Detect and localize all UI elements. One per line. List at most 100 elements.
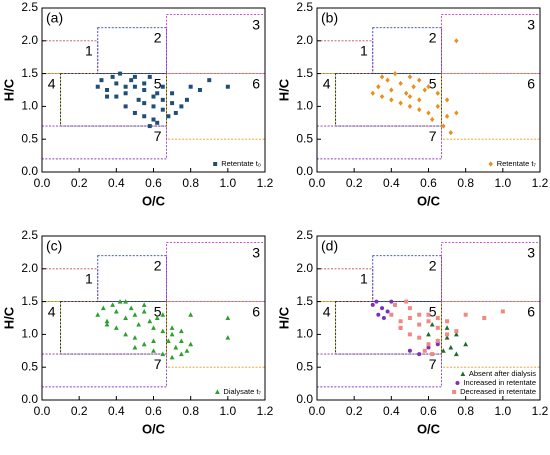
x-axis-label: O/C (142, 193, 166, 208)
point (389, 299, 394, 304)
point (426, 84, 431, 90)
point (188, 341, 194, 347)
point (117, 299, 123, 304)
x-tick-label: 1.2 (532, 176, 549, 190)
point (448, 344, 454, 350)
region-label: 7 (154, 128, 162, 144)
y-tick-label: 2.0 (296, 33, 313, 47)
y-tick-label: 1.0 (296, 327, 313, 341)
legend-label: Dialysate t₇ (223, 387, 261, 396)
region-label: 5 (429, 75, 437, 91)
point (160, 351, 166, 357)
panel-label: (c) (46, 238, 62, 254)
region-label: 2 (154, 29, 162, 45)
point (114, 81, 119, 86)
region-box (97, 255, 167, 303)
x-tick-label: 0.4 (108, 176, 125, 190)
panel: 1 2 3 4 5 6 7 0.0 0.2 0.4 0.6 0.8 1.0 1.2 0.0 0.5 1.0 1.5… (1, 228, 273, 436)
y-tick-label: 0.0 (296, 164, 313, 178)
legend-label: Retentate t₀ (221, 159, 261, 168)
panel-label: (a) (46, 10, 63, 26)
x-tick-label: 1.2 (257, 176, 274, 190)
point (132, 344, 138, 350)
x-axis-label: O/C (417, 421, 441, 436)
point (389, 87, 394, 93)
x-tick-label: 0.4 (108, 404, 125, 418)
point (417, 352, 422, 357)
point (426, 312, 431, 317)
x-tick-label: 0.8 (182, 404, 199, 418)
point (123, 331, 129, 337)
x-tick-label: 1.0 (219, 176, 236, 190)
point (147, 74, 152, 79)
region-label: 3 (252, 244, 260, 260)
legend-label: Decreased in retentate (460, 387, 536, 396)
point (376, 84, 381, 90)
region-box (316, 40, 374, 75)
point (132, 110, 137, 115)
region-label: 4 (323, 75, 331, 91)
point (422, 348, 427, 353)
point (440, 348, 446, 353)
point (105, 88, 110, 92)
point (104, 321, 110, 327)
x-axis-label: O/C (142, 421, 166, 436)
point (225, 84, 230, 89)
point (151, 348, 156, 353)
region-label: 7 (429, 128, 437, 144)
point (435, 316, 440, 320)
x-tick-label: 0.2 (71, 404, 88, 418)
point (398, 100, 403, 106)
x-tick-label: 1.0 (494, 404, 511, 418)
point (385, 77, 390, 83)
legend-marker (213, 162, 218, 166)
point (170, 91, 175, 96)
x-tick-label: 0.8 (182, 176, 199, 190)
point (132, 335, 138, 340)
point (155, 91, 160, 96)
point (444, 335, 450, 340)
point (454, 110, 459, 116)
point (99, 78, 104, 83)
point (370, 302, 375, 307)
point (128, 305, 134, 311)
x-tick-label: 1.2 (532, 404, 549, 418)
point (142, 101, 147, 106)
point (104, 318, 110, 324)
x-tick-label: 0.0 (34, 404, 51, 418)
point (392, 71, 398, 77)
region-label: 4 (48, 75, 56, 91)
legend-marker (488, 161, 493, 167)
region-label: 1 (360, 43, 368, 59)
y-tick-label: 1.5 (296, 66, 313, 80)
x-tick-label: 0.6 (420, 176, 437, 190)
point (379, 74, 385, 80)
region-label: 4 (48, 303, 56, 319)
region-label: 6 (252, 75, 260, 91)
region-box (316, 353, 442, 388)
y-tick-label: 2.5 (296, 0, 313, 14)
region-label: 6 (527, 303, 535, 319)
legend-marker (460, 371, 466, 376)
point (169, 325, 175, 330)
region-label: 1 (85, 271, 93, 287)
point (429, 321, 435, 327)
point (417, 97, 422, 103)
y-tick-label: 1.0 (21, 327, 38, 341)
y-axis-label: H/C (1, 78, 16, 101)
x-tick-label: 0.4 (383, 176, 400, 190)
point (407, 93, 413, 100)
y-tick-label: 0.0 (21, 164, 38, 178)
point (207, 78, 212, 83)
region-box (41, 268, 99, 303)
point (151, 94, 156, 99)
point (404, 90, 409, 96)
y-tick-label: 2.0 (296, 261, 313, 275)
region-box (441, 242, 541, 303)
y-tick-label: 1.5 (21, 66, 38, 80)
point (407, 306, 412, 311)
point (142, 88, 147, 92)
point (225, 315, 231, 320)
point (463, 312, 468, 317)
